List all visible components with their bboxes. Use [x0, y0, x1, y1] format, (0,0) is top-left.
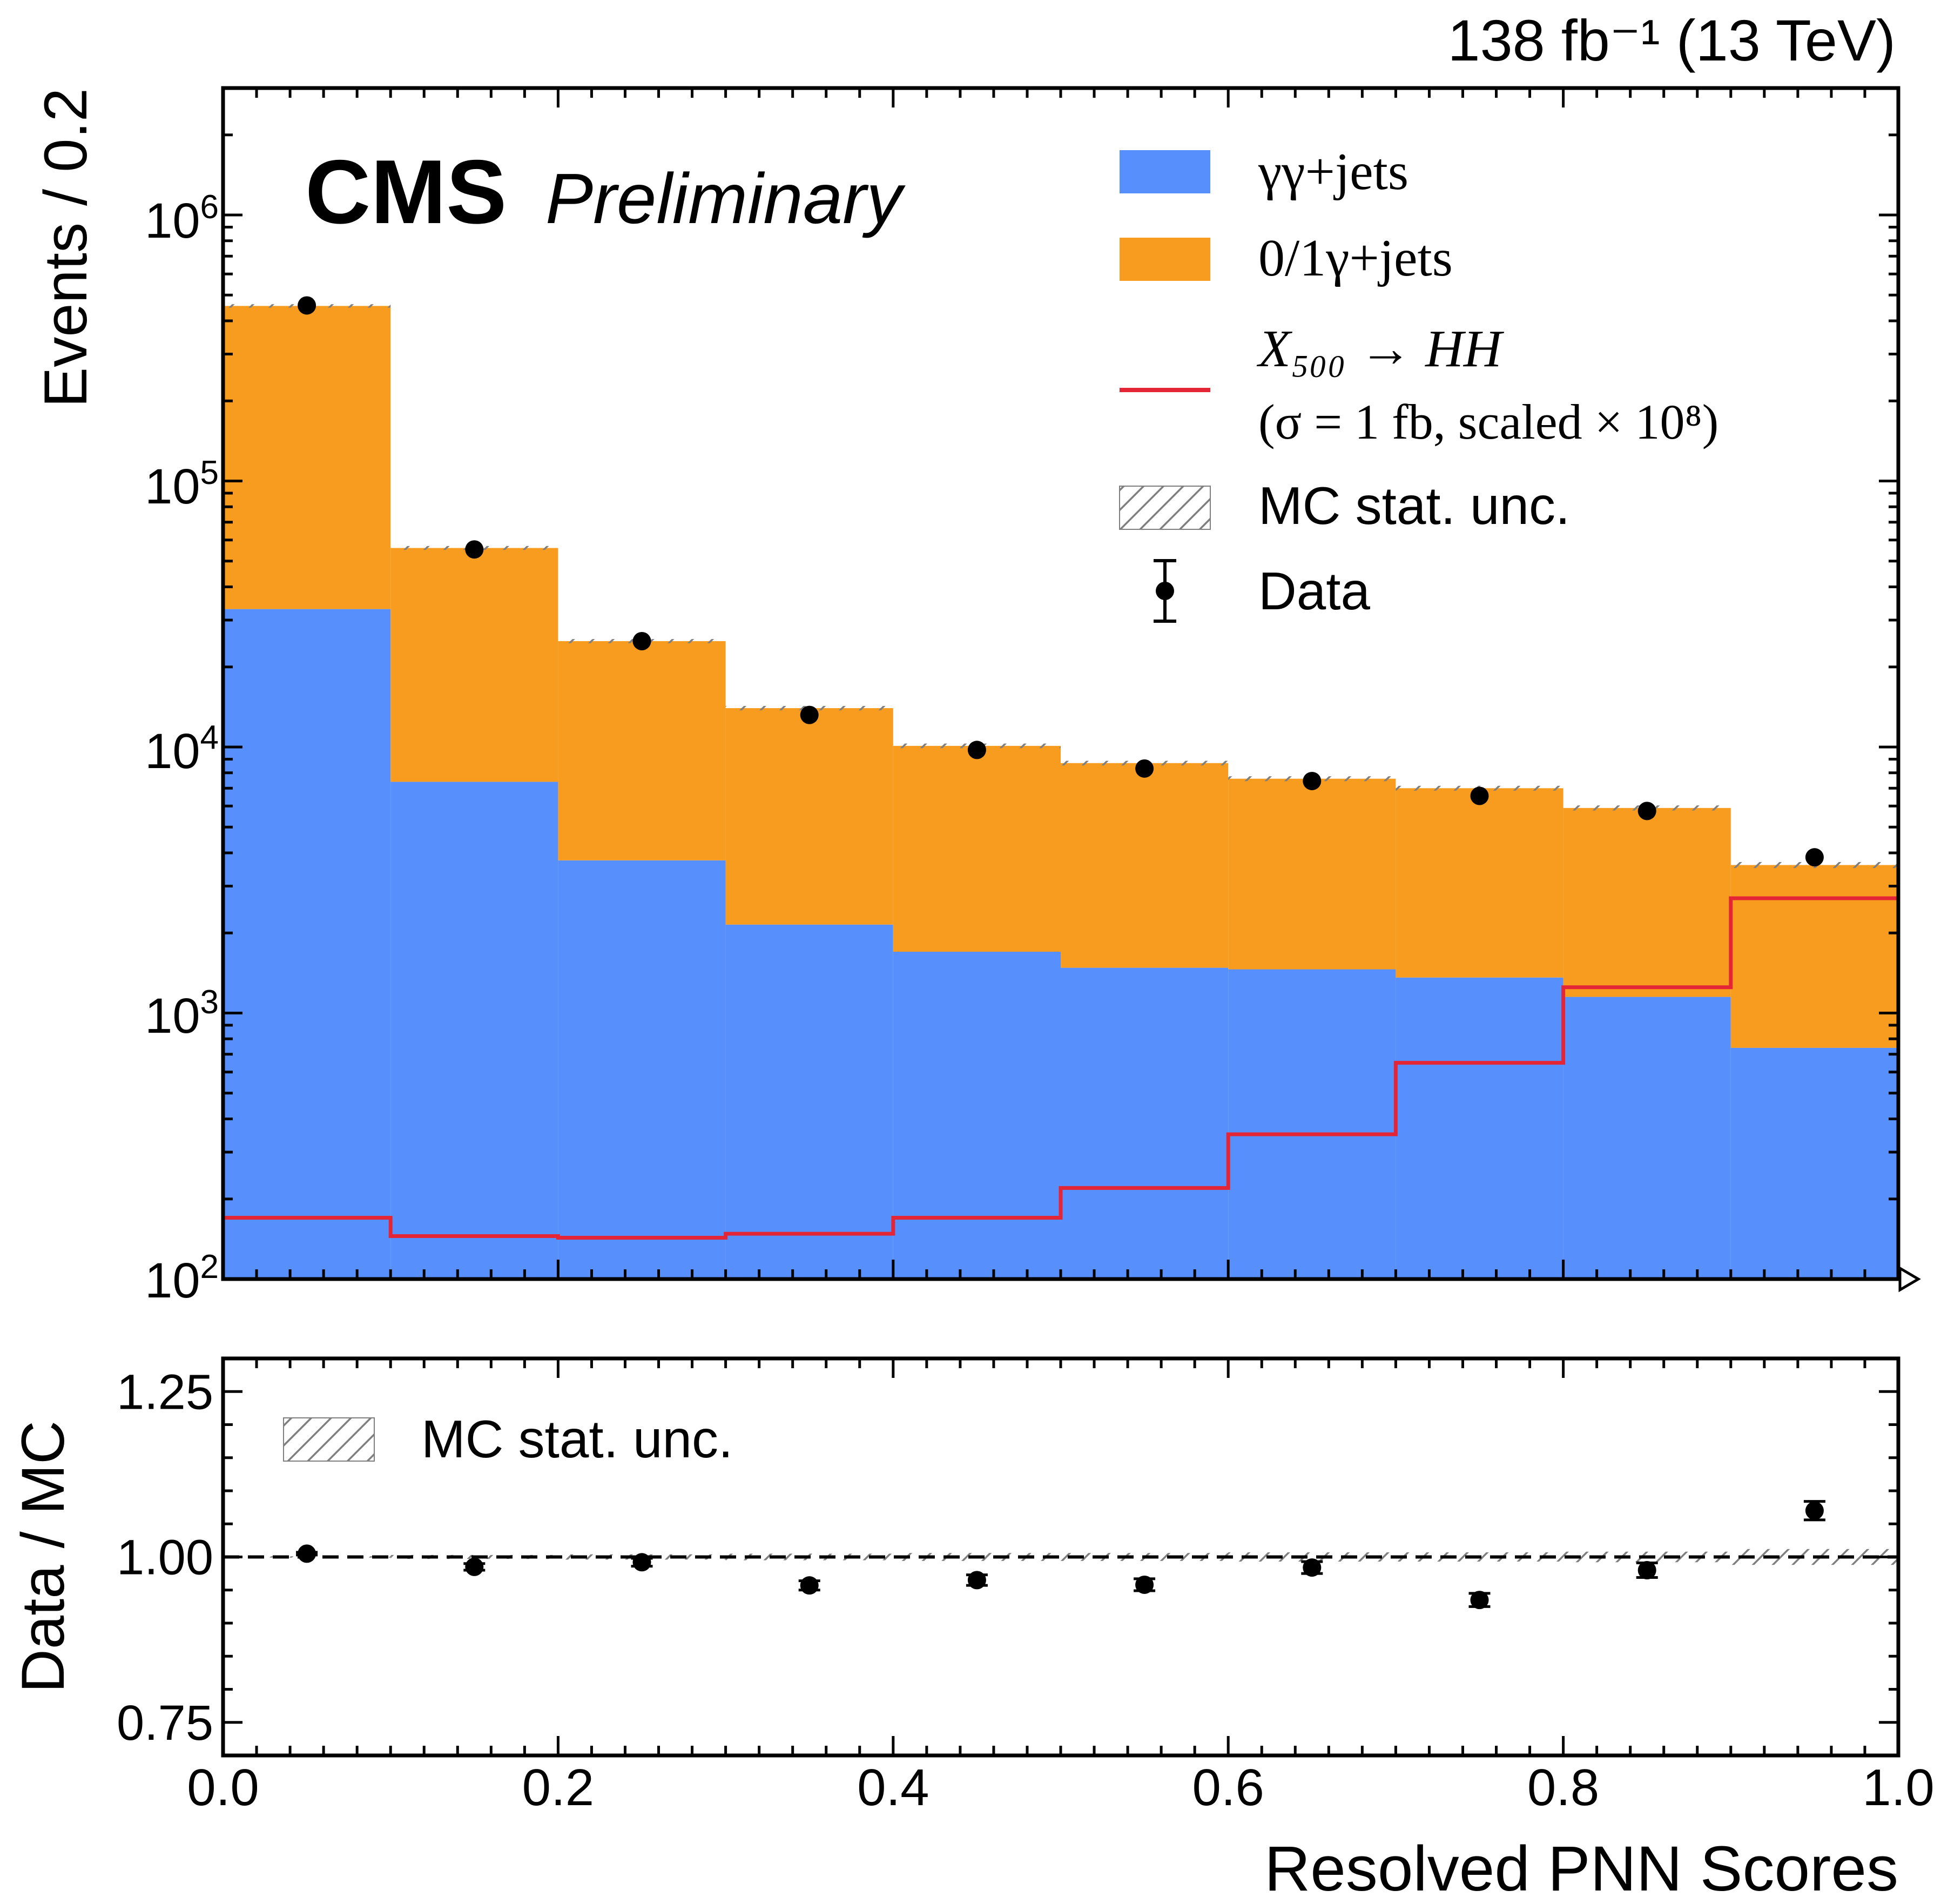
x-tick-label-3: 0.6	[1192, 1759, 1264, 1816]
gg-jets-bar-2	[558, 860, 726, 1279]
ratio-point-4	[967, 1571, 986, 1590]
data-point-3	[800, 705, 819, 724]
main-x-axis-ticks	[255, 88, 1866, 1279]
data-point-9	[1805, 848, 1824, 867]
ratio-points	[296, 1500, 1825, 1610]
g-jets-bar-0	[223, 306, 391, 609]
x-tick-label-0: 0.0	[187, 1759, 259, 1816]
ratio-point-0	[298, 1544, 316, 1563]
main-y-axis-ticks	[223, 86, 1898, 1281]
data-point-6	[1303, 771, 1322, 790]
g-jets-stack	[223, 306, 1898, 1048]
ratio-y-axis-title: Data / MC	[9, 1421, 77, 1693]
legend-data-label: Data	[1258, 561, 1371, 621]
ratio-point-3	[800, 1576, 819, 1595]
ratio-point-9	[1805, 1501, 1824, 1520]
gg-jets-bar-9	[1730, 1047, 1898, 1279]
ratio-point-5	[1135, 1575, 1154, 1594]
cms-title: CMS	[305, 141, 507, 243]
gg-jets-bar-3	[725, 924, 893, 1279]
gg-jets-bar-6	[1228, 969, 1396, 1279]
ratio-y-tick-label-2: 1.25	[117, 1364, 213, 1419]
gg-jets-bar-5	[1061, 967, 1229, 1279]
legend-mc-unc-label: MC stat. unc.	[1258, 476, 1570, 535]
main-plot-area	[223, 296, 1898, 1279]
legend-signal-label: X₅₀₀ → HH	[1256, 320, 1505, 378]
main-legend: γγ+jets 0/1γ+jets X₅₀₀ → HH (σ = 1 fb, s…	[1119, 143, 1718, 623]
x-tick-label-5: 1.0	[1862, 1759, 1934, 1816]
main-y-axis-title: Events / 0.2	[32, 88, 99, 407]
legend-data-marker	[1156, 582, 1174, 600]
ratio-y-tick-label-1: 1.00	[117, 1530, 213, 1585]
ratio-unc-band-6	[1228, 1552, 1396, 1562]
preliminary-title: Preliminary	[545, 159, 906, 238]
gg-jets-bar-4	[893, 951, 1061, 1279]
data-point-1	[465, 540, 484, 559]
g-jets-bar-5	[1061, 763, 1229, 968]
overflow-marker	[1898, 1266, 1921, 1293]
gg-jets-bar-0	[223, 609, 391, 1279]
cms-label: CMS Preliminary	[305, 141, 906, 243]
g-jets-bar-9	[1730, 865, 1898, 1048]
data-point-5	[1135, 759, 1154, 778]
y-tick-label-4: 104	[145, 719, 219, 779]
legend-g-jets-label: 0/1γ+jets	[1258, 229, 1453, 287]
y-tick-label-3: 103	[145, 984, 219, 1044]
ratio-legend: MC stat. unc.	[283, 1409, 733, 1469]
main-y-axis-labels: 102 103 104 105 106	[145, 189, 219, 1308]
ratio-x-axis-ticks: 0.0 0.2 0.4 0.6 0.8 1.0	[187, 1358, 1935, 1816]
gg-jets-bar-1	[390, 782, 558, 1279]
signal-x500-hh-line	[223, 896, 1898, 1240]
g-jets-bar-3	[725, 708, 893, 925]
x-tick-label-1: 0.2	[522, 1759, 594, 1816]
data-point-7	[1470, 786, 1489, 805]
ratio-panel: 0.75 1.00 1.25 0.0 0.2 0.4 0.6 0.8 1.0 Data / M…	[9, 1356, 1935, 1904]
ratio-legend-mc-unc-swatch	[283, 1417, 375, 1462]
y-tick-label-6: 106	[145, 189, 219, 248]
gg-jets-stack	[223, 609, 1898, 1279]
y-tick-label-5: 105	[145, 454, 219, 514]
data-point-2	[632, 632, 651, 651]
ratio-y-axis-ticks: 0.75 1.00 1.25	[117, 1357, 1898, 1757]
x-tick-label-4: 0.8	[1527, 1759, 1599, 1816]
ratio-point-7	[1470, 1591, 1489, 1610]
legend-gg-jets-label: γγ+jets	[1258, 143, 1408, 201]
x-tick-label-2: 0.4	[857, 1759, 929, 1816]
ratio-legend-mc-unc-label: MC stat. unc.	[421, 1409, 733, 1469]
g-jets-bar-1	[390, 548, 558, 782]
gg-jets-bar-7	[1396, 977, 1563, 1279]
legend-gg-jets-swatch	[1120, 150, 1210, 193]
data-point-0	[298, 296, 316, 315]
gg-jets-bar-8	[1563, 997, 1731, 1279]
legend-mc-unc-swatch	[1119, 486, 1211, 530]
ratio-point-8	[1637, 1561, 1656, 1579]
x-axis-title: Resolved PNN Scores	[1264, 1833, 1898, 1904]
main-panel: 102 103 104 105 106 Events / 0.2 CMS Pre…	[32, 86, 1921, 1308]
y-tick-label-2: 102	[145, 1248, 219, 1308]
data-point-4	[967, 741, 986, 759]
ratio-y-tick-label-0: 0.75	[117, 1696, 213, 1751]
ratio-point-2	[632, 1553, 651, 1572]
g-jets-bar-8	[1563, 808, 1731, 997]
ratio-plot-area	[223, 1500, 1898, 1610]
ratio-point-1	[465, 1557, 484, 1576]
lumi-label: 138 fb⁻¹ (13 TeV)	[1448, 8, 1896, 73]
g-jets-bar-2	[558, 641, 726, 860]
g-jets-bar-7	[1396, 788, 1563, 978]
g-jets-bar-4	[893, 745, 1061, 952]
data-point-8	[1637, 802, 1656, 820]
ratio-point-6	[1303, 1558, 1322, 1577]
legend-g-jets-swatch	[1120, 238, 1210, 281]
legend-signal-note: (σ = 1 fb, scaled × 10⁸)	[1258, 394, 1718, 449]
g-jets-bar-6	[1228, 778, 1396, 970]
data-points	[298, 296, 1824, 867]
